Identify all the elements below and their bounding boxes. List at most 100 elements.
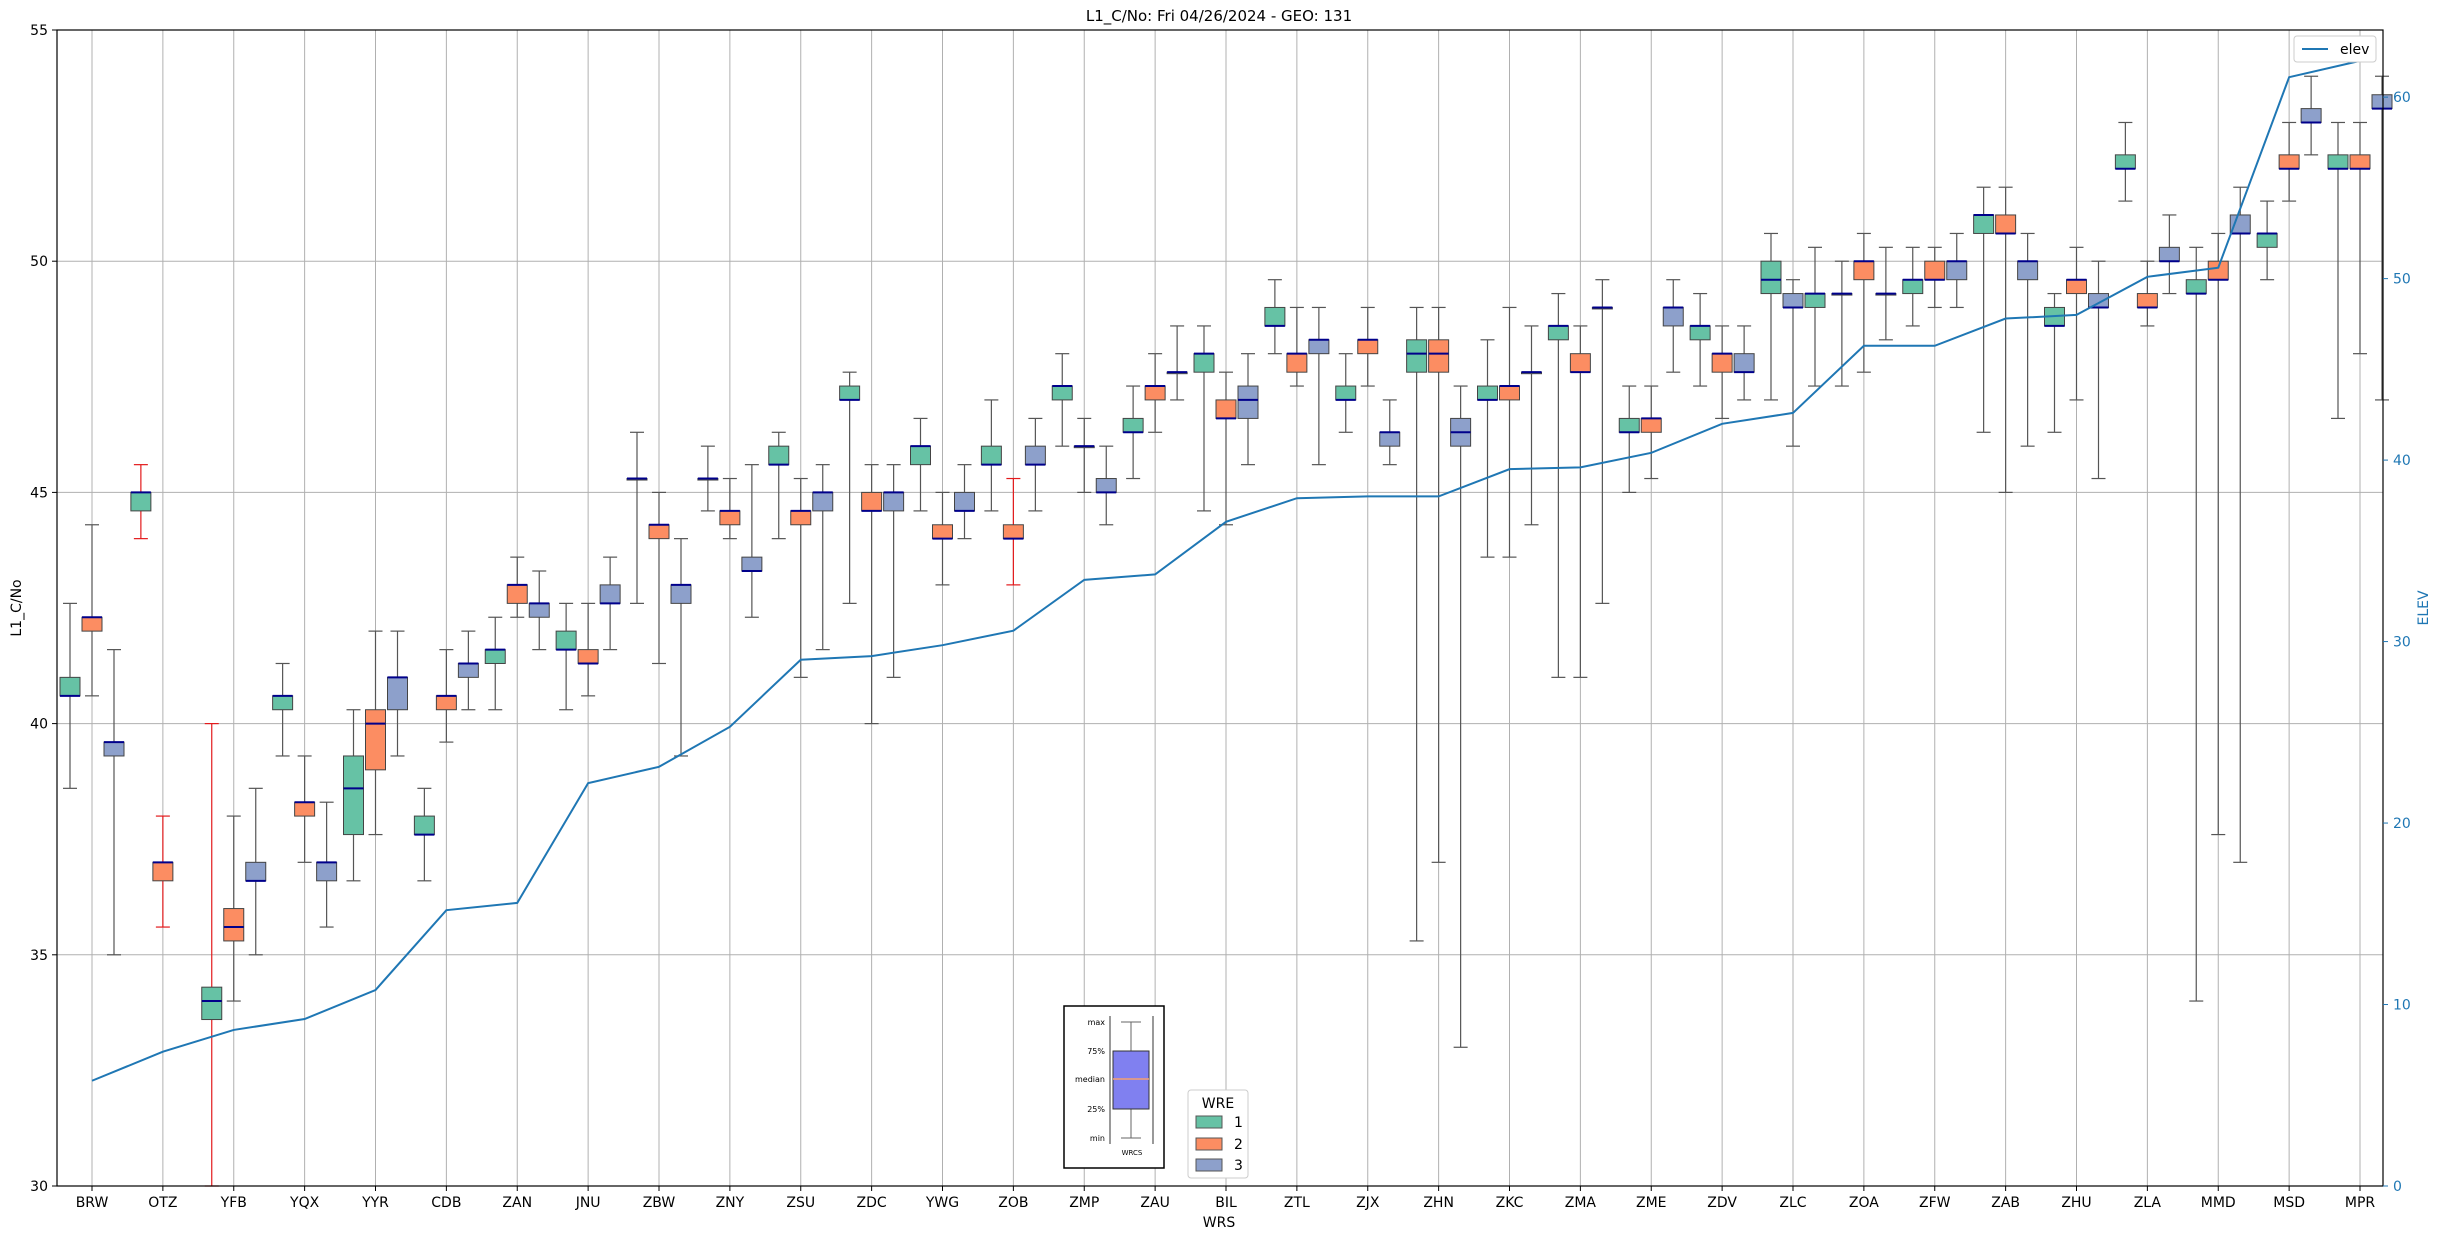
x-tick-label: ZDV [1707, 1195, 1737, 1211]
box-iqr [2136, 293, 2158, 308]
box-iqr [768, 445, 790, 466]
x-tick-label: ZOA [1849, 1195, 1879, 1211]
x-tick-label: OTZ [148, 1195, 177, 1211]
box-iqr [1122, 417, 1144, 433]
x-tick-label: YWG [925, 1195, 959, 1211]
x-tick-label: ZAU [1140, 1195, 1169, 1211]
y2-tick-label: 40 [2393, 453, 2411, 469]
wre-legend-frame [1187, 1089, 1249, 1179]
box-iqr [1477, 385, 1498, 401]
box-iqr [1237, 385, 1259, 419]
y2-tick-label: 0 [2393, 1179, 2402, 1195]
box-iqr [599, 584, 621, 604]
box-iqr [2349, 154, 2371, 170]
box-iqr [1547, 325, 1569, 341]
y-tick-label: 45 [30, 485, 48, 501]
x-tick-label: MPR [2345, 1195, 2376, 1211]
box-iqr [1051, 385, 1073, 401]
box-iqr [130, 491, 152, 512]
box-iqr [2256, 232, 2278, 248]
x-tick-label: ZHN [1423, 1195, 1454, 1211]
x-tick-label: ZBW [643, 1195, 676, 1211]
box-iqr [2371, 94, 2393, 110]
y2-tick-label: 50 [2393, 272, 2411, 288]
elev-line [91, 59, 2361, 1082]
key-inset-label-q1: 25% [1087, 1105, 1105, 1114]
y-tick-label: 50 [30, 254, 48, 270]
box-iqr [1095, 478, 1117, 493]
x-tick-label: ZNY [716, 1195, 745, 1211]
box-iqr [670, 584, 692, 604]
x-tick-label: ZAB [1991, 1195, 2020, 1211]
box-iqr [790, 510, 812, 526]
elev-legend-label: elev [2340, 42, 2369, 58]
x-tick-label: ZMA [1565, 1195, 1597, 1211]
x-tick-label: ZME [1636, 1195, 1667, 1211]
x-tick-label: ZLC [1779, 1195, 1806, 1211]
key-inset: max 75% median 25% min WRCS [1063, 1005, 1165, 1169]
box-iqr [1335, 385, 1357, 401]
plot-frame [56, 29, 2384, 1187]
key-inset-label-median: median [1075, 1075, 1105, 1084]
box-iqr [365, 709, 386, 771]
box-iqr [2017, 260, 2039, 281]
box-iqr [2229, 214, 2251, 234]
y-tick-label: 30 [30, 1179, 48, 1195]
box-iqr [103, 741, 125, 757]
box-iqr [741, 556, 763, 572]
box-iqr [1569, 353, 1591, 373]
wre-legend-label-1: 1 [1234, 1115, 1243, 1131]
box-iqr [2158, 246, 2180, 262]
box-iqr [861, 491, 883, 512]
x-tick-label: ZKC [1496, 1195, 1524, 1211]
x-tick-label: ZOB [998, 1195, 1028, 1211]
key-inset-label-max: max [1088, 1018, 1106, 1027]
x-tick-label: ZLA [2134, 1195, 2162, 1211]
box-iqr [1002, 524, 1024, 540]
wre-legend-label-2: 2 [1234, 1137, 1243, 1153]
box-iqr [980, 445, 1002, 466]
elev-series [91, 59, 2361, 1082]
x-tick-label: ZFW [1919, 1195, 1951, 1211]
box-iqr [1902, 279, 1924, 295]
box-iqr [245, 861, 267, 882]
box-iqr [2066, 279, 2087, 295]
box-iqr [435, 695, 457, 711]
box-iqr [1973, 214, 1995, 234]
box-iqr [1357, 339, 1379, 355]
box-iqr [648, 524, 670, 540]
box-iqr [883, 491, 905, 512]
x-tick-label: YYR [361, 1195, 389, 1211]
box-iqr [2327, 154, 2349, 170]
box-iqr [272, 695, 294, 711]
box-iqr [528, 602, 550, 618]
box-iqr [2207, 260, 2229, 281]
wre-legend-title: WRE [1202, 1096, 1234, 1112]
y2-axis-ticks: 0 10 20 30 40 50 60 [2383, 90, 2411, 1195]
box-iqr [910, 445, 931, 466]
x-tick-label: YFB [220, 1195, 247, 1211]
x-tick-label: ZDC [857, 1195, 887, 1211]
box-iqr [1499, 385, 1520, 401]
box-iqr [81, 616, 103, 632]
x-tick-label: BIL [1215, 1195, 1237, 1211]
wre-legend-swatch-2 [1195, 1137, 1223, 1151]
y2-tick-label: 10 [2393, 998, 2411, 1014]
x-tick-label: ZTL [1284, 1195, 1310, 1211]
y-axis-ticks: 30 35 40 45 50 55 [30, 23, 57, 1195]
box-iqr [1924, 260, 1946, 281]
box-iqr [1711, 353, 1733, 373]
box-iqr [1264, 306, 1286, 327]
box-iqr [1946, 260, 1968, 281]
box-iqr [1662, 306, 1684, 327]
box-iqr [1618, 417, 1640, 433]
box-iqr [1853, 260, 1875, 281]
box-iqr [1640, 417, 1662, 433]
key-inset-box [1112, 1050, 1150, 1110]
y2-tick-label: 60 [2393, 90, 2411, 106]
x-tick-label: YQX [289, 1195, 320, 1211]
box-iqr [316, 861, 338, 882]
box-iqr [484, 649, 506, 664]
box-iqr [201, 986, 223, 1021]
box-iqr [387, 676, 408, 711]
